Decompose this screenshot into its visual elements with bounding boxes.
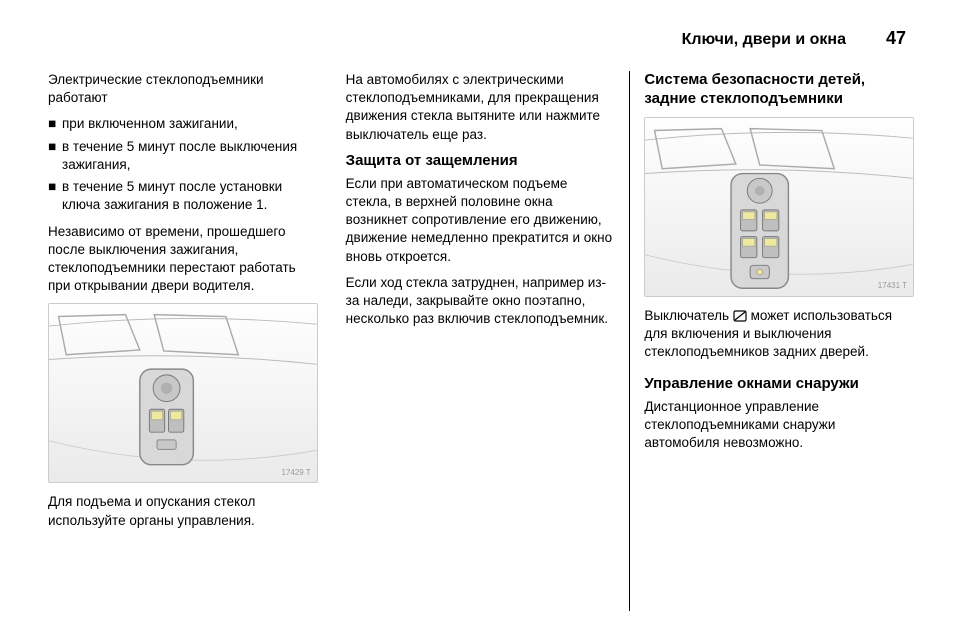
window-lockout-icon <box>733 310 747 322</box>
figure-window-controls-4btn: 17431 T <box>644 117 914 297</box>
figure-label: 17431 T <box>878 281 907 292</box>
intro-text: Электрические стеклоподъемники работают <box>48 71 318 107</box>
content-columns: Электрические стеклоподъемники работают … <box>48 71 914 611</box>
bullet-text: в течение 5 минут после выключения зажиг… <box>62 138 318 174</box>
column-1: Электрические стеклоподъемники работают … <box>48 71 332 611</box>
column-3: Система безопасности детей, задние стекл… <box>629 71 914 611</box>
figure-label: 17429 T <box>281 468 310 479</box>
body-text: Независимо от времени, прошедшего после … <box>48 223 318 296</box>
list-item: ■ в течение 5 минут после установки ключ… <box>48 178 318 214</box>
bullet-icon: ■ <box>48 138 62 174</box>
body-text: Дистанционное управление стеклоподъемник… <box>644 398 914 453</box>
list-item: ■ при включенном зажигании, <box>48 115 318 133</box>
text-segment: Выключатель <box>644 308 732 323</box>
body-text: На автомобилях с электрическими стеклопо… <box>346 71 616 144</box>
figure-caption: Для подъема и опускания стекол используй… <box>48 493 318 529</box>
header-title: Ключи, двери и окна <box>682 31 846 49</box>
list-item: ■ в течение 5 минут после выключения заж… <box>48 138 318 174</box>
column-2: На автомобилях с электрическими стеклопо… <box>332 71 630 611</box>
subheading-exterior-control: Управление окнами снаружи <box>644 375 914 394</box>
body-text: Если ход стекла затруднен, например из-з… <box>346 274 616 329</box>
bullet-list: ■ при включенном зажигании, ■ в течение … <box>48 115 318 214</box>
body-text: Выключатель может использоваться для вкл… <box>644 307 914 362</box>
page-number: 47 <box>886 28 906 49</box>
page-header: Ключи, двери и окна 47 <box>48 28 914 49</box>
bullet-text: в течение 5 минут после установки ключа … <box>62 178 318 214</box>
bullet-icon: ■ <box>48 178 62 214</box>
bullet-icon: ■ <box>48 115 62 133</box>
subheading-pinch-protection: Защита от защемления <box>346 152 616 171</box>
body-text: Если при автоматическом подъеме стекла, … <box>346 175 616 266</box>
figure-window-controls-2btn: 17429 T <box>48 303 318 483</box>
subheading-child-safety: Система безопасности детей, задние стекл… <box>644 71 914 109</box>
bullet-text: при включенном зажигании, <box>62 115 318 133</box>
